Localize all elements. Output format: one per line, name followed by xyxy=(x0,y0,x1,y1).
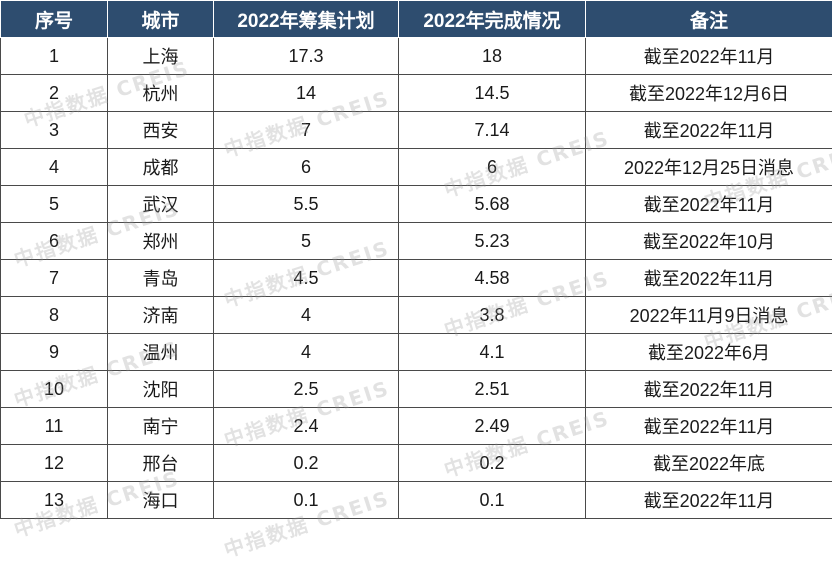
cell-index: 12 xyxy=(1,445,108,482)
cell-city: 温州 xyxy=(108,334,214,371)
cell-completion: 2.51 xyxy=(399,371,586,408)
cell-completion: 5.68 xyxy=(399,186,586,223)
cell-city: 成都 xyxy=(108,149,214,186)
cell-completion: 14.5 xyxy=(399,75,586,112)
cell-completion: 0.1 xyxy=(399,482,586,519)
cell-plan: 0.2 xyxy=(214,445,399,482)
cell-plan: 2.4 xyxy=(214,408,399,445)
cell-completion: 4.58 xyxy=(399,260,586,297)
cell-index: 1 xyxy=(1,38,108,75)
cell-plan: 2.5 xyxy=(214,371,399,408)
cell-plan: 4 xyxy=(214,297,399,334)
cell-city: 沈阳 xyxy=(108,371,214,408)
col-header-city: 城市 xyxy=(108,1,214,38)
cell-index: 8 xyxy=(1,297,108,334)
col-header-index: 序号 xyxy=(1,1,108,38)
cell-completion: 7.14 xyxy=(399,112,586,149)
cell-plan: 7 xyxy=(214,112,399,149)
cell-city: 济南 xyxy=(108,297,214,334)
header-row: 序号 城市 2022年筹集计划 2022年完成情况 备注 xyxy=(1,1,832,38)
cell-plan: 0.1 xyxy=(214,482,399,519)
cell-index: 10 xyxy=(1,371,108,408)
cell-index: 13 xyxy=(1,482,108,519)
cell-city: 郑州 xyxy=(108,223,214,260)
cell-notes: 截至2022年11月 xyxy=(586,38,832,75)
cell-city: 武汉 xyxy=(108,186,214,223)
cell-index: 7 xyxy=(1,260,108,297)
cell-plan: 4.5 xyxy=(214,260,399,297)
cell-completion: 6 xyxy=(399,149,586,186)
cell-index: 6 xyxy=(1,223,108,260)
cell-index: 2 xyxy=(1,75,108,112)
cell-completion: 0.2 xyxy=(399,445,586,482)
cell-plan: 5.5 xyxy=(214,186,399,223)
cell-city: 邢台 xyxy=(108,445,214,482)
cell-index: 11 xyxy=(1,408,108,445)
cell-plan: 4 xyxy=(214,334,399,371)
cell-index: 5 xyxy=(1,186,108,223)
cell-city: 杭州 xyxy=(108,75,214,112)
cell-notes: 截至2022年11月 xyxy=(586,112,832,149)
cell-notes: 截至2022年6月 xyxy=(586,334,832,371)
cell-notes: 截至2022年10月 xyxy=(586,223,832,260)
cell-city: 西安 xyxy=(108,112,214,149)
col-header-completion: 2022年完成情况 xyxy=(399,1,586,38)
cell-completion: 5.23 xyxy=(399,223,586,260)
col-header-notes: 备注 xyxy=(586,1,832,38)
cell-completion: 18 xyxy=(399,38,586,75)
cell-index: 4 xyxy=(1,149,108,186)
cell-notes: 截至2022年11月 xyxy=(586,371,832,408)
cell-city: 南宁 xyxy=(108,408,214,445)
cell-notes: 2022年12月25日消息 xyxy=(586,149,832,186)
cell-city: 海口 xyxy=(108,482,214,519)
cell-notes: 2022年11月9日消息 xyxy=(586,297,832,334)
cell-plan: 6 xyxy=(214,149,399,186)
cell-notes: 截至2022年11月 xyxy=(586,260,832,297)
cell-plan: 17.3 xyxy=(214,38,399,75)
cell-index: 9 xyxy=(1,334,108,371)
cell-notes: 截至2022年11月 xyxy=(586,186,832,223)
cell-notes: 截至2022年11月 xyxy=(586,482,832,519)
cell-completion: 3.8 xyxy=(399,297,586,334)
cell-completion: 2.49 xyxy=(399,408,586,445)
col-header-plan: 2022年筹集计划 xyxy=(214,1,399,38)
cell-notes: 截至2022年11月 xyxy=(586,408,832,445)
cell-city: 青岛 xyxy=(108,260,214,297)
cell-plan: 14 xyxy=(214,75,399,112)
cell-completion: 4.1 xyxy=(399,334,586,371)
cell-plan: 5 xyxy=(214,223,399,260)
cell-notes: 截至2022年底 xyxy=(586,445,832,482)
cell-city: 上海 xyxy=(108,38,214,75)
cell-notes: 截至2022年12月6日 xyxy=(586,75,832,112)
cell-index: 3 xyxy=(1,112,108,149)
